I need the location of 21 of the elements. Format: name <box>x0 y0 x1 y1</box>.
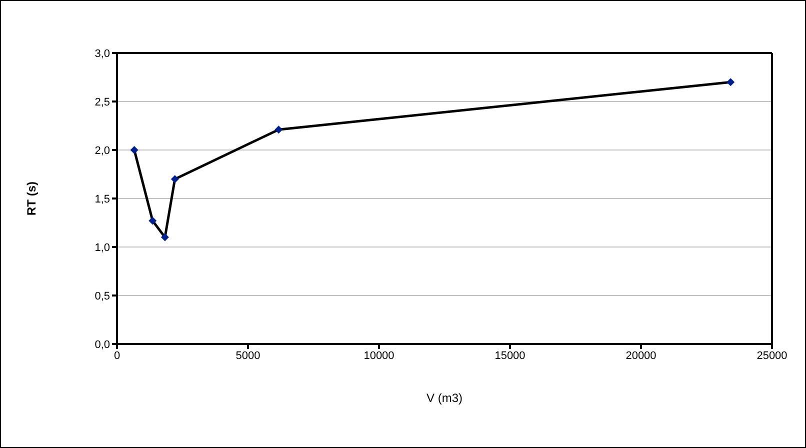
y-tick-label: 2,0 <box>94 144 110 157</box>
point <box>274 126 283 134</box>
y-axis-title: RT (s) <box>24 182 38 216</box>
y-tick-label: 1,5 <box>94 193 110 206</box>
x-tick-label: 25000 <box>756 350 788 362</box>
x-tick-label: 0 <box>114 350 120 362</box>
x-tick-label: 15000 <box>494 350 526 362</box>
x-tick-label: 5000 <box>236 350 260 362</box>
y-tick-label: 0,5 <box>94 290 110 302</box>
x-tick-label: 20000 <box>626 350 656 362</box>
point <box>148 216 157 225</box>
point <box>160 233 169 242</box>
point <box>170 175 179 184</box>
x-tick-label: 10000 <box>364 350 394 362</box>
y-tick-label: 1,0 <box>94 242 110 254</box>
point <box>130 146 138 154</box>
y-tick-label: 2,5 <box>94 96 110 108</box>
y-tick-label: 0,0 <box>94 338 110 351</box>
x-axis-title: V (m3) <box>426 391 463 405</box>
point <box>726 78 735 86</box>
y-tick-label: 3,0 <box>94 48 110 60</box>
